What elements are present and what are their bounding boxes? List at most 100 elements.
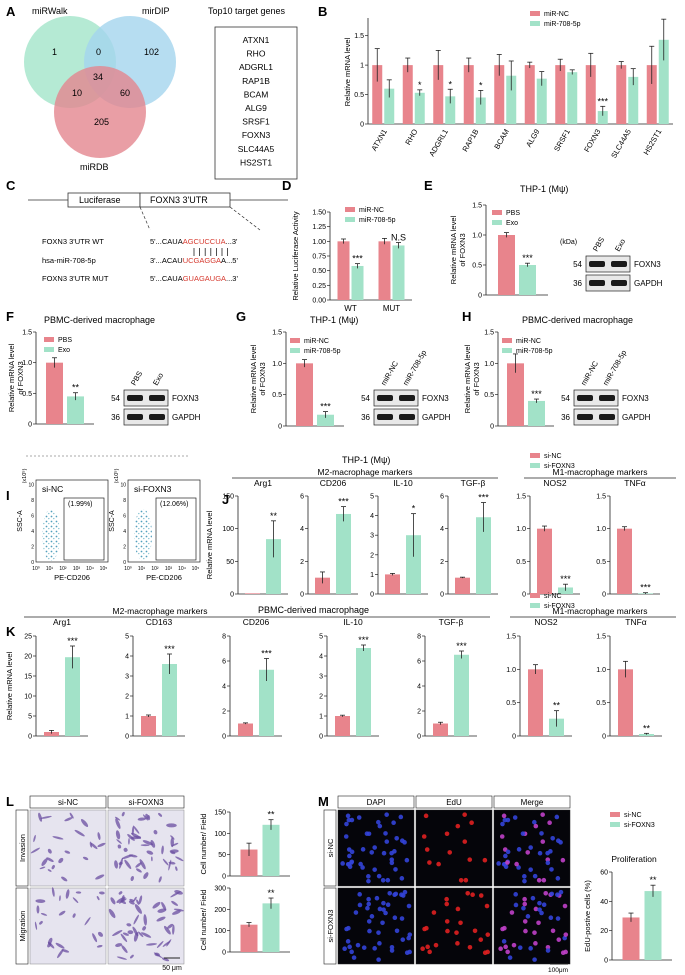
row-header: Migration: [18, 911, 27, 942]
sequence: 5'...CAUAGUAGAUGA...3': [150, 274, 238, 283]
nucleus: [349, 849, 355, 855]
nucleus: [522, 896, 527, 902]
sequence-flank: A...5': [221, 256, 238, 265]
row-header: si-NC: [326, 838, 335, 857]
blot-protein-label: GAPDH: [634, 279, 663, 288]
stained-cell: [172, 910, 181, 915]
bar: [622, 917, 640, 960]
stained-cell: [120, 933, 128, 943]
panel-l: L si-NC si-FOXN3 Invasion Migration 50 μm 0 5…: [6, 794, 290, 972]
nucleus: [389, 948, 395, 953]
nucleus: [478, 893, 484, 898]
bar: [392, 245, 405, 300]
venn-count: 60: [120, 88, 130, 98]
significance-label: **: [643, 723, 651, 733]
nucleus: [558, 889, 564, 895]
bar: [463, 65, 474, 124]
nucleus: [394, 928, 400, 934]
subplot-title: Arg1: [53, 617, 71, 627]
nucleus: [485, 932, 491, 937]
y-axis-label: Cell number/ Field: [199, 814, 208, 875]
stained-cell: [133, 914, 139, 925]
flow-x-label: PE-CD206: [54, 573, 90, 582]
y-tick-label: 3: [319, 674, 323, 681]
y-tick-label: 4: [319, 654, 323, 661]
y-tick-label: 1.0: [596, 667, 606, 674]
legend-swatch: [44, 337, 54, 342]
panel-label-l: L: [6, 794, 14, 809]
panel-g-title: THP-1 (Mψ): [310, 315, 358, 325]
flow-x-tick: 10¹: [138, 566, 146, 572]
y-tick-label: 1.5: [516, 494, 526, 501]
legend-swatch: [502, 348, 512, 353]
nucleus: [360, 865, 365, 870]
top-genes-list: ATXN1 RHO ADGRL1 RAP1B BCAM ALG9 SRSF1 FOXN3 SLC…: [238, 35, 275, 167]
stained-cell: [170, 891, 181, 898]
stained-cell: [121, 811, 125, 817]
nucleus: [540, 812, 545, 817]
bar: [585, 65, 596, 124]
venn-label-mirdip: mirDIP: [142, 6, 170, 16]
gene-name: SRSF1: [242, 117, 270, 127]
venn-count: 10: [72, 88, 82, 98]
stained-cell: [126, 923, 132, 927]
stained-cell: [161, 845, 164, 855]
bar: [46, 362, 63, 424]
nucleus: [381, 900, 386, 906]
nucleus: [444, 831, 450, 837]
y-tick-label: 1.0: [516, 526, 526, 533]
x-tick-label: HS2ST1: [642, 128, 664, 157]
nucleus: [366, 919, 372, 924]
nucleus: [447, 850, 453, 855]
stained-cell: [72, 913, 76, 918]
y-tick-label: 1: [370, 572, 374, 579]
y-tick-label: 0: [125, 734, 129, 741]
legend-label: PBS: [58, 337, 72, 344]
legend-label: miR-708-5p: [516, 348, 553, 355]
bar: [555, 65, 566, 124]
legend-swatch: [345, 217, 355, 222]
bar: [524, 65, 535, 124]
subplot-title: TNFα: [624, 478, 646, 488]
nucleus: [427, 860, 432, 865]
y-tick-label: 5: [319, 634, 323, 641]
significance-label: *: [448, 79, 452, 89]
blot-box: [573, 408, 619, 426]
stained-cell: [166, 823, 177, 828]
stained-cell: [123, 847, 128, 852]
y-tick-label: 2: [319, 694, 323, 701]
y-axis-label: Relative mRNA level: [205, 510, 214, 579]
legend-swatch: [492, 210, 502, 215]
nucleus: [525, 850, 531, 855]
subplot-title: TGF-β: [439, 617, 464, 627]
y-tick-label: 0: [440, 592, 444, 599]
bar: [337, 241, 350, 300]
blot-band: [149, 414, 165, 420]
nucleus: [532, 930, 537, 935]
blot-band: [611, 261, 627, 267]
bar: [240, 924, 258, 952]
y-tick-label: 1: [125, 714, 129, 721]
bar: [372, 65, 383, 124]
nucleus: [537, 850, 543, 856]
y-axis-label: Relative Luciferase Activity: [291, 211, 300, 300]
nucleus: [398, 814, 404, 820]
legend-swatch: [610, 812, 620, 817]
stained-cell: [47, 848, 52, 854]
stained-cell: [156, 916, 166, 922]
subplot-title: TGF-β: [461, 478, 486, 488]
nucleus: [541, 902, 547, 908]
column-header-box: [337, 795, 415, 809]
significance-label: ***: [67, 636, 78, 646]
y-tick-label: 1.5: [22, 330, 32, 337]
y-tick-label: 0.75: [312, 254, 326, 261]
nucleus: [520, 831, 526, 836]
nucleus: [372, 946, 377, 951]
venn-count: 34: [93, 72, 103, 82]
blot-band: [377, 414, 393, 420]
nucleus: [347, 853, 352, 859]
bar: [549, 718, 564, 736]
nucleus: [469, 820, 474, 826]
flow-sample-label: si-NC: [42, 484, 63, 494]
